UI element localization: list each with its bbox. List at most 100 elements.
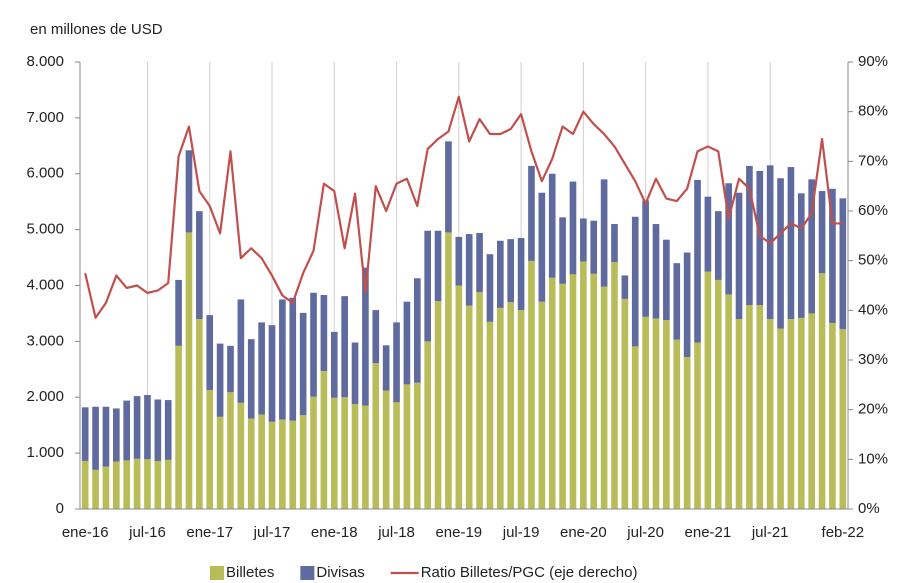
bar — [621, 275, 629, 299]
bar — [497, 307, 504, 509]
bar — [756, 305, 764, 509]
bar — [476, 232, 483, 293]
bar — [299, 312, 307, 416]
bar — [102, 406, 110, 467]
bar — [580, 218, 587, 262]
bar — [164, 459, 172, 509]
y-tick-label: 2.000 — [26, 388, 64, 405]
bar — [559, 283, 566, 509]
bar — [413, 278, 421, 383]
bar — [424, 341, 431, 509]
bar — [787, 167, 795, 320]
bar — [590, 220, 598, 274]
bar — [289, 297, 297, 421]
bar — [787, 319, 795, 509]
x-tick-label: ene-20 — [560, 524, 607, 541]
bar — [735, 192, 743, 320]
bar — [569, 181, 577, 275]
bar — [413, 382, 421, 509]
legend-label: Divisas — [316, 564, 364, 581]
bar — [133, 396, 141, 459]
bar — [756, 170, 764, 306]
bar — [714, 211, 722, 280]
bar — [631, 346, 639, 509]
y-tick-label: 8.000 — [26, 53, 64, 70]
bar — [621, 298, 629, 509]
bar — [279, 299, 286, 420]
y-tick-label: 4.000 — [26, 276, 64, 293]
y2-tick-label: 20% — [858, 401, 888, 418]
bar — [445, 141, 452, 233]
bar — [372, 310, 380, 364]
x-tick-label: ene-19 — [435, 524, 482, 541]
bar — [320, 370, 328, 509]
x-tick-label: ene-18 — [311, 524, 358, 541]
bar — [123, 460, 131, 509]
legend-swatch — [210, 566, 224, 580]
y-tick-label: 6.000 — [26, 165, 64, 182]
bar — [839, 198, 847, 330]
bar — [777, 178, 784, 329]
bar — [424, 230, 431, 342]
bar — [746, 305, 753, 509]
bar — [694, 179, 701, 343]
y2-tick-label: 50% — [858, 252, 888, 269]
bar — [81, 460, 89, 509]
bar — [642, 316, 649, 509]
bar — [113, 461, 120, 509]
bar — [330, 331, 338, 398]
bar — [714, 279, 722, 509]
bar — [548, 277, 556, 509]
x-tick-label: jul-20 — [626, 524, 664, 541]
bar — [216, 416, 224, 509]
bar — [144, 395, 151, 460]
bar — [507, 239, 515, 303]
bar — [746, 165, 753, 306]
y-tick-label: 7.000 — [26, 109, 64, 126]
bar — [330, 397, 338, 509]
y-tick-label: 0 — [56, 500, 64, 517]
bar — [382, 390, 390, 509]
bar — [569, 274, 577, 509]
bar — [538, 301, 546, 509]
bar — [393, 322, 400, 403]
legend-swatch — [300, 566, 315, 580]
bar — [227, 392, 234, 509]
bar — [216, 343, 224, 417]
bar — [590, 273, 598, 509]
bar — [113, 408, 120, 462]
bar — [631, 216, 639, 347]
bar — [507, 302, 515, 509]
x-tick-label: jul-17 — [253, 524, 291, 541]
y2-tick-label: 60% — [858, 202, 888, 219]
bar — [735, 319, 743, 509]
bar — [517, 238, 525, 311]
y-tick-label: 1.000 — [26, 444, 64, 461]
bar — [797, 317, 805, 509]
bar — [829, 188, 836, 323]
x-tick-label: jul-19 — [502, 524, 540, 541]
bar — [237, 402, 245, 509]
y-tick-label: 3.000 — [26, 332, 64, 349]
y-axis-label: en millones de USD — [30, 21, 163, 38]
bar — [81, 407, 89, 461]
bar — [663, 320, 670, 509]
bar — [299, 415, 307, 509]
bar — [497, 240, 504, 308]
bar — [310, 292, 317, 397]
bar — [829, 322, 836, 509]
bar — [808, 179, 815, 314]
bar — [455, 285, 463, 509]
x-tick-label: ene-21 — [685, 524, 732, 541]
bar — [227, 345, 234, 393]
legend-label: Ratio Billetes/PGC (eje derecho) — [421, 564, 638, 581]
bar — [175, 345, 182, 509]
bar — [548, 173, 556, 278]
bar — [611, 262, 618, 509]
bar — [268, 421, 276, 509]
bar — [185, 150, 193, 233]
bar — [839, 329, 847, 509]
bar — [766, 319, 774, 509]
bar — [777, 328, 784, 509]
x-tick-label: feb-22 — [822, 524, 865, 541]
